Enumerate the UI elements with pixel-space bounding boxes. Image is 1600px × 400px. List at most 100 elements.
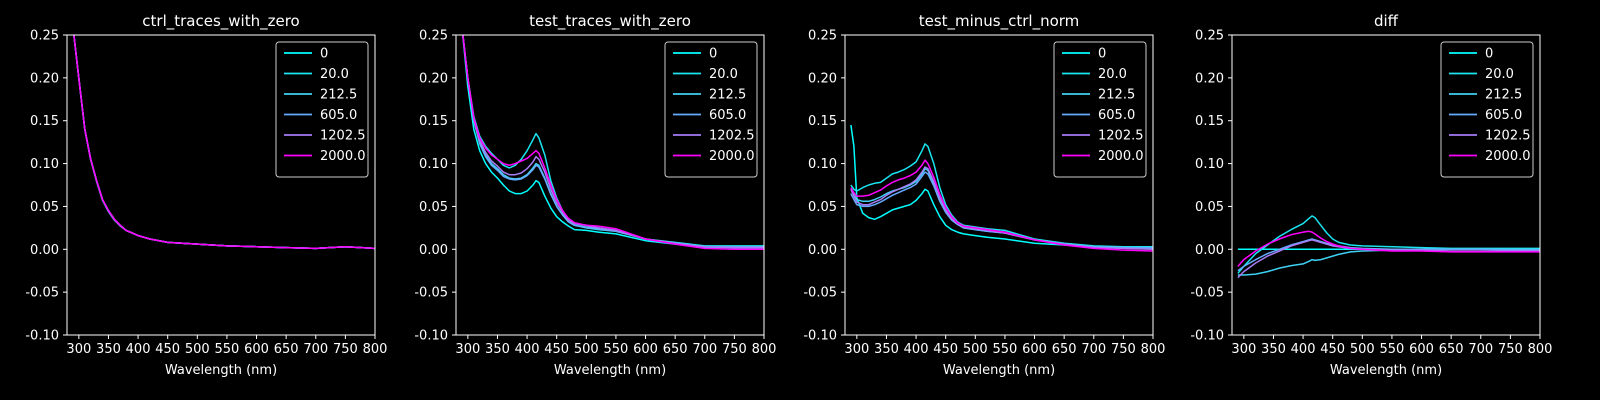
y-tick-label: 0.00 — [808, 243, 837, 258]
y-tick-label: 0.15 — [808, 114, 837, 129]
x-tick-label: 650 — [663, 342, 688, 357]
x-tick-label: 300 — [455, 342, 480, 357]
series-group — [461, 35, 764, 251]
x-tick-label: 400 — [126, 342, 151, 357]
y-tick-label: -0.10 — [803, 329, 837, 344]
series-group — [73, 35, 375, 250]
x-tick-label: 600 — [1409, 342, 1434, 357]
x-tick-label: 450 — [1320, 342, 1345, 357]
x-tick-label: 350 — [96, 342, 121, 357]
legend-entry-2000.0: 2000.0 — [1098, 149, 1144, 164]
x-tick-label: 400 — [515, 342, 540, 357]
x-tick-label: 800 — [1141, 342, 1166, 357]
series-line-0 — [850, 124, 1153, 249]
x-tick-label: 600 — [633, 342, 658, 357]
x-tick-label: 650 — [1439, 342, 1464, 357]
legend-entry-1202.5: 1202.5 — [1098, 129, 1144, 144]
axes-frame — [455, 34, 765, 336]
x-tick-label: 350 — [1261, 342, 1286, 357]
y-tick-label: -0.10 — [414, 329, 448, 344]
chart-title: test_minus_ctrl_norm — [919, 12, 1080, 31]
x-tick-label: 300 — [66, 342, 91, 357]
chart-panel-1: 300 350 400 450 500 550 600 650 700 750 800 -0.10 -0… — [25, 12, 387, 378]
chart-panel-3: 300 350 400 450 500 550 600 650 700 750 800 -0.10 -0… — [803, 12, 1165, 378]
x-tick-label: 450 — [155, 342, 180, 357]
y-tick-label: 0.05 — [808, 200, 837, 215]
y-tick-label: 0.00 — [419, 243, 448, 258]
y-tick-label: 0.15 — [30, 114, 59, 129]
legend: 0 20.0 212.5 605.0 1202.5 2000.0 — [1440, 41, 1534, 178]
y-tick-label: 0.00 — [30, 243, 59, 258]
series-line-2000.0 — [850, 159, 1153, 252]
x-tick-label: 750 — [722, 342, 747, 357]
y-tick-label: 0.05 — [30, 200, 59, 215]
x-tick-label: 300 — [1231, 342, 1256, 357]
series-line-20.0 — [1237, 215, 1540, 274]
y-tick-label: -0.10 — [1190, 329, 1224, 344]
x-tick-label: 700 — [1468, 342, 1493, 357]
y-tick-label: 0.10 — [419, 157, 448, 172]
series-line-2000.0 — [1237, 230, 1540, 267]
legend-entry-0: 0 — [1098, 47, 1106, 62]
series-line-1202.5 — [1237, 239, 1540, 279]
legend-box — [1053, 41, 1147, 178]
x-tick-label: 700 — [692, 342, 717, 357]
x-tick-label: 700 — [303, 342, 328, 357]
legend-entry-2000.0: 2000.0 — [1485, 149, 1531, 164]
x-tick-label: 400 — [904, 342, 929, 357]
y-tick-label: -0.05 — [1190, 286, 1224, 301]
x-tick-label: 550 — [604, 342, 629, 357]
legend-entry-20.0: 20.0 — [320, 67, 349, 82]
y-tick-label: 0.05 — [419, 200, 448, 215]
y-tick-label: 0.25 — [419, 29, 448, 44]
legend-entry-1202.5: 1202.5 — [709, 129, 755, 144]
x-tick-label: 300 — [844, 342, 869, 357]
x-tick-label: 800 — [363, 342, 388, 357]
x-tick-label: 350 — [485, 342, 510, 357]
x-tick-label: 550 — [215, 342, 240, 357]
chart-panel-4: 300 350 400 450 500 550 600 650 700 750 800 -0.10 -0… — [1190, 12, 1552, 378]
series-line-20.0 — [850, 143, 1153, 248]
legend-box — [664, 41, 758, 178]
x-tick-label: 600 — [1022, 342, 1047, 357]
y-tick-label: 0.20 — [30, 71, 59, 86]
x-tick-label: 800 — [752, 342, 777, 357]
series-line-605.0 — [1237, 238, 1540, 272]
legend-entry-0: 0 — [320, 47, 328, 62]
y-tick-label: -0.05 — [803, 286, 837, 301]
x-tick-label: 450 — [933, 342, 958, 357]
series-group — [850, 124, 1153, 252]
x-tick-label: 550 — [1380, 342, 1405, 357]
y-tick-label: 0.00 — [1195, 243, 1224, 258]
legend-entry-2000.0: 2000.0 — [320, 149, 366, 164]
y-tick-label: 0.15 — [1195, 114, 1224, 129]
legend-entry-212.5: 212.5 — [320, 88, 357, 103]
x-tick-label: 650 — [274, 342, 299, 357]
legend-entry-1202.5: 1202.5 — [320, 129, 366, 144]
legend-entry-2000.0: 2000.0 — [709, 149, 755, 164]
x-axis-label: Wavelength (nm) — [943, 363, 1055, 378]
legend: 0 20.0 212.5 605.0 1202.5 2000.0 — [1053, 41, 1147, 178]
legend-entry-20.0: 20.0 — [709, 67, 738, 82]
y-tick-label: 0.25 — [1195, 29, 1224, 44]
y-tick-label: 0.15 — [419, 114, 448, 129]
x-axis-label: Wavelength (nm) — [165, 363, 277, 378]
legend-entry-605.0: 605.0 — [1098, 108, 1135, 123]
legend-entry-605.0: 605.0 — [709, 108, 746, 123]
series-group — [1237, 215, 1540, 279]
legend-box — [1440, 41, 1534, 178]
legend: 0 20.0 212.5 605.0 1202.5 2000.0 — [275, 41, 369, 178]
series-line-2000.0 — [462, 35, 764, 251]
y-tick-label: 0.25 — [808, 29, 837, 44]
chart-title: ctrl_traces_with_zero — [142, 12, 299, 31]
legend: 0 20.0 212.5 605.0 1202.5 2000.0 — [664, 41, 758, 178]
x-tick-label: 500 — [1350, 342, 1375, 357]
legend-entry-1202.5: 1202.5 — [1485, 129, 1531, 144]
x-tick-label: 750 — [1111, 342, 1136, 357]
x-tick-label: 750 — [1498, 342, 1523, 357]
x-tick-label: 500 — [574, 342, 599, 357]
axes-frame — [844, 34, 1154, 336]
x-tick-label: 450 — [544, 342, 569, 357]
x-tick-label: 700 — [1081, 342, 1106, 357]
x-axis-label: Wavelength (nm) — [1330, 363, 1442, 378]
